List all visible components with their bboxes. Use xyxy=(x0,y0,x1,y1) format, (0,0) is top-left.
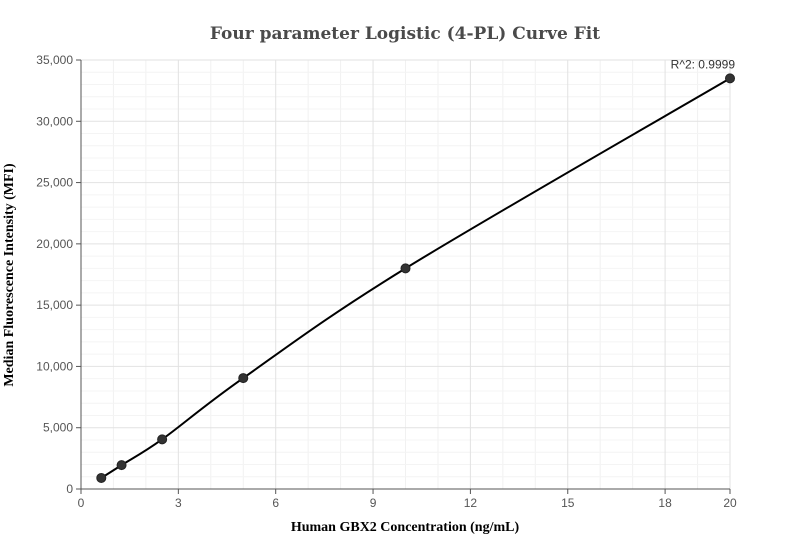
r-squared-annotation: R^2: 0.9999 xyxy=(671,57,736,71)
x-tick-label: 12 xyxy=(464,496,478,510)
y-tick-label: 25,000 xyxy=(36,176,73,190)
data-point xyxy=(157,434,168,445)
data-point xyxy=(238,373,249,384)
data-points xyxy=(96,73,735,483)
x-tick-label: 9 xyxy=(370,496,377,510)
x-tick-label: 20 xyxy=(723,496,737,510)
grid xyxy=(81,59,731,489)
x-tick-label: 0 xyxy=(78,496,85,510)
tick-labels: 0 3 6 9 12 15 18 20 0 5,000 10,000 15,000 20,000 25,0… xyxy=(36,53,737,510)
fit-curve xyxy=(100,77,731,479)
chart-title: Four parameter Logistic (4-PL) Curve Fit xyxy=(210,24,600,44)
data-point xyxy=(400,263,411,274)
data-point xyxy=(96,472,107,483)
y-tick-label: 35,000 xyxy=(36,53,73,67)
y-tick-label: 30,000 xyxy=(36,114,73,128)
x-tick-label: 18 xyxy=(658,496,672,510)
x-axis-title: Human GBX2 Concentration (ng/mL) xyxy=(291,520,520,535)
y-tick-label: 15,000 xyxy=(36,298,73,312)
y-tick-label: 20,000 xyxy=(36,237,73,251)
x-tick-label: 6 xyxy=(272,496,279,510)
y-axis-title: Median Fluorescence Intensity (MFI) xyxy=(2,163,17,387)
fit-curve-layer xyxy=(100,77,731,479)
data-point xyxy=(116,460,127,471)
annotations: R^2: 0.9999 xyxy=(671,57,736,71)
x-tick-label: 15 xyxy=(561,496,575,510)
y-tick-label: 0 xyxy=(66,482,73,496)
y-tick-label: 5,000 xyxy=(43,421,73,435)
axes xyxy=(76,59,731,494)
x-tick-label: 3 xyxy=(175,496,182,510)
data-point xyxy=(725,73,735,84)
y-tick-label: 10,000 xyxy=(36,359,73,373)
